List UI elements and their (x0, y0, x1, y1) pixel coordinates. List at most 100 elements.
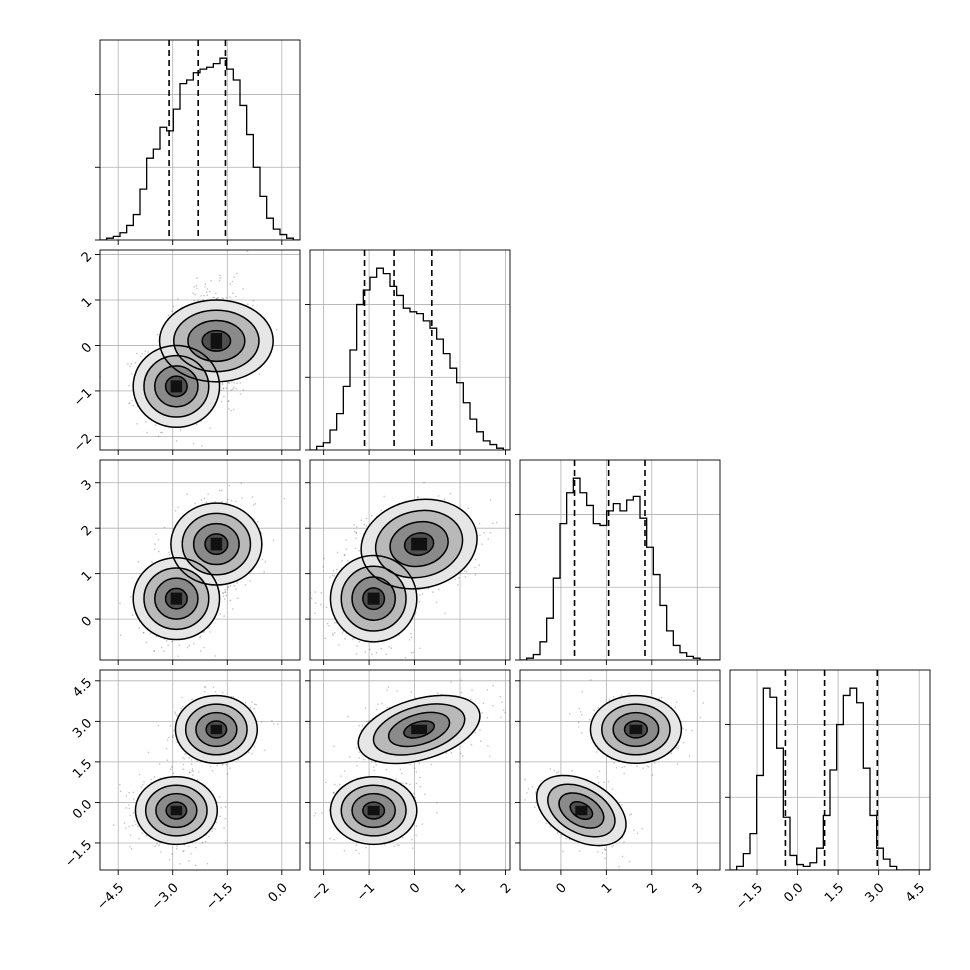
scatter-point (196, 277, 198, 279)
scatter-point (338, 644, 340, 646)
scatter-point (206, 862, 209, 865)
scatter-point (252, 299, 255, 302)
scatter-point (229, 296, 231, 298)
scatter-point (222, 387, 225, 390)
scatter-point (225, 296, 228, 299)
contour-level-0 (164, 533, 229, 610)
histogram-line (310, 267, 510, 450)
contour-level-2 (144, 703, 248, 837)
pair-content (112, 685, 279, 866)
scatter-point (165, 747, 168, 750)
scatter-point (224, 591, 227, 593)
contour-line (164, 587, 188, 610)
scatter-point (172, 305, 175, 308)
scatter-point (225, 387, 228, 389)
scatter-point (171, 310, 173, 313)
scatter-point (248, 751, 250, 754)
scatter-point (232, 608, 234, 610)
scatter-point (251, 701, 254, 703)
scatter-point (214, 501, 217, 503)
scatter-point (141, 832, 144, 835)
scatter-point (277, 723, 279, 725)
scatter-point (210, 279, 212, 282)
scatter-point (203, 630, 206, 633)
axes-frame (519, 459, 721, 661)
contour-line (184, 703, 248, 756)
pair-panel-0-3 (95, 669, 301, 875)
scatter-point (151, 561, 153, 563)
contour-line (170, 502, 263, 586)
scatter-point (227, 498, 229, 501)
scatter-point (215, 297, 218, 300)
scatter-point (253, 707, 255, 710)
scatter-point (314, 612, 316, 614)
contour-level-3 (132, 299, 274, 429)
scatter-point (128, 807, 131, 810)
scatter-point (161, 431, 164, 434)
scatter-point (333, 632, 336, 634)
scatter-point (200, 499, 203, 501)
scatter-point (175, 440, 178, 442)
scatter-point (227, 400, 230, 403)
scatter-point (272, 723, 275, 725)
scatter-point (237, 597, 239, 600)
scatter-point (147, 751, 150, 754)
contour-line (181, 512, 252, 576)
scatter-point (168, 736, 170, 739)
scatter-point (233, 386, 235, 389)
scatter-point (158, 550, 160, 553)
scatter-point (236, 272, 238, 275)
scatter-point (199, 636, 201, 639)
scatter-point (167, 644, 170, 647)
axes-frame (309, 249, 511, 451)
scatter-point (188, 757, 190, 759)
scatter-point (227, 586, 229, 589)
scatter-point (221, 383, 224, 386)
scatter-point (253, 746, 256, 748)
axes-frame (99, 39, 301, 241)
scatter-point (221, 382, 224, 384)
scatter-point (127, 362, 129, 365)
scatter-point (223, 395, 225, 398)
scatter-point (174, 711, 176, 714)
scatter-point (183, 850, 185, 852)
scatter-point (173, 729, 175, 732)
scatter-point (209, 765, 212, 768)
scatter-point (237, 758, 240, 761)
scatter-point (224, 817, 227, 820)
scatter-point (200, 295, 202, 297)
scatter-point (418, 601, 421, 603)
scatter-point (219, 277, 222, 279)
scatter-point (220, 389, 223, 392)
scatter-point (227, 400, 230, 402)
scatter-point (209, 631, 211, 633)
axes-frame (729, 669, 931, 871)
scatter-point (358, 641, 360, 643)
scatter-point (136, 423, 138, 425)
scatter-point (132, 812, 135, 814)
scatter-point (128, 402, 130, 405)
scatter-point (249, 706, 252, 709)
scatter-point (216, 764, 218, 767)
scatter-point (155, 635, 158, 638)
scatter-point (203, 646, 205, 649)
scatter-point (125, 807, 128, 809)
scatter-point (137, 825, 139, 827)
scatter-point (221, 501, 223, 503)
scatter-point (218, 796, 221, 798)
scatter-point (226, 773, 229, 775)
scatter-point (183, 758, 186, 760)
scatter-point (146, 431, 148, 434)
scatter-point (249, 580, 251, 582)
scatter-point (192, 442, 195, 445)
scatter-point (334, 621, 336, 624)
scatter-point (168, 551, 170, 554)
scatter-point (221, 763, 224, 766)
scatter-point (195, 284, 198, 287)
scatter-point (168, 554, 171, 556)
scatter-point (156, 843, 158, 845)
scatter-point (229, 599, 232, 602)
scatter-point (242, 389, 245, 391)
scatter-point (196, 287, 198, 290)
histogram-line (520, 477, 720, 660)
